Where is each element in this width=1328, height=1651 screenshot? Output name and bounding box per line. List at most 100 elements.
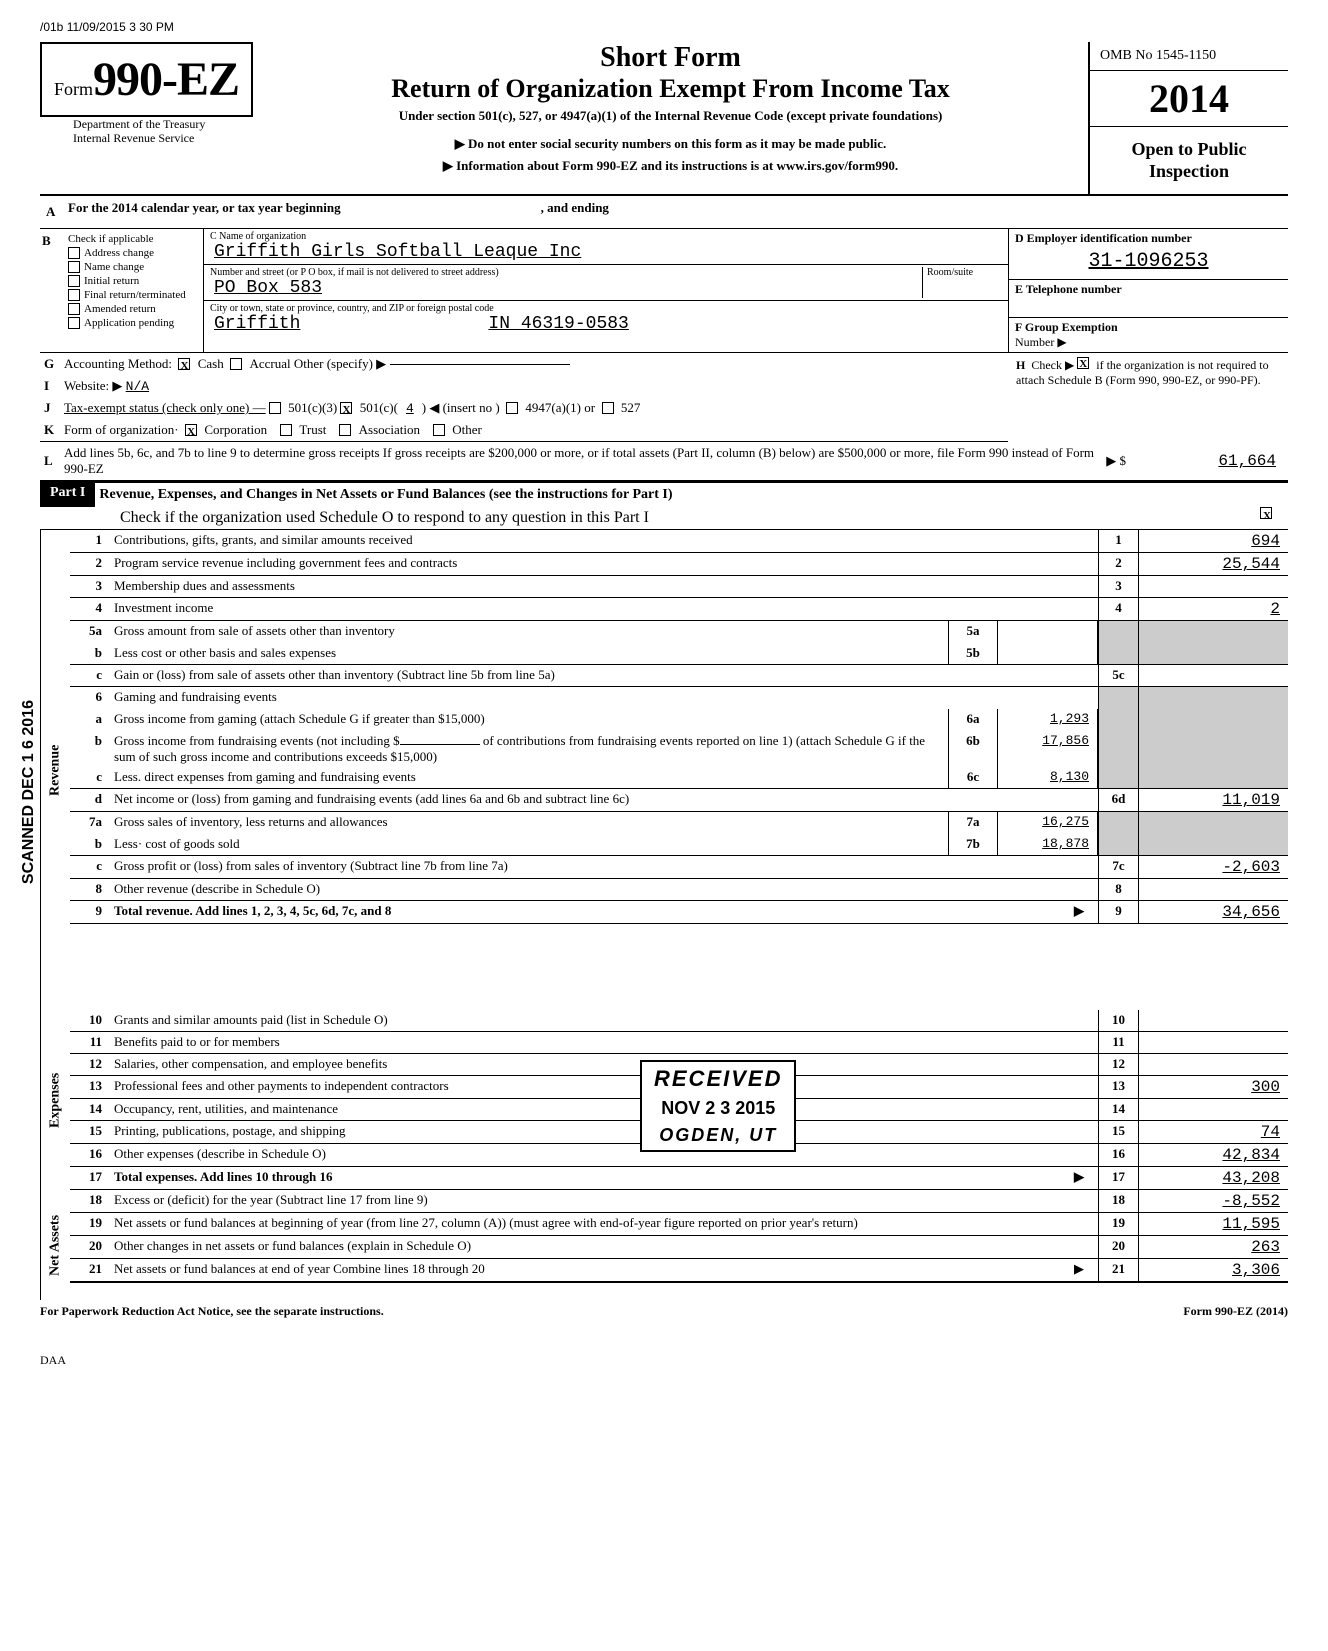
line-6b-desc: Gross income from fundraising events (no… [114, 733, 400, 748]
checkbox-amended[interactable] [68, 303, 80, 315]
line-7b-mid: 18,878 [998, 834, 1098, 855]
opt-4947: 4947(a)(1) or [525, 400, 595, 416]
line-5b-desc: Less cost or other basis and sales expen… [110, 643, 948, 664]
checkbox-527[interactable] [602, 402, 614, 414]
part-1-title: Revenue, Expenses, and Changes in Net As… [95, 483, 1288, 507]
line-6d-desc: Net income or (loss) from gaming and fun… [110, 789, 1098, 811]
part-1-header: Part I [40, 483, 95, 507]
section-j-label: Tax-exempt status (check only one) — [64, 400, 266, 416]
checkbox-address-change[interactable] [68, 247, 80, 259]
line-15-val: 74 [1138, 1121, 1288, 1143]
checkbox-trust[interactable] [280, 424, 292, 436]
section-f-label: F Group Exemption [1015, 320, 1282, 335]
opt-initial-return: Initial return [84, 275, 139, 287]
checkbox-pending[interactable] [68, 317, 80, 329]
opt-501c: 501(c)( [360, 400, 398, 416]
org-name: Griffith Girls Softball Leaque Inc [210, 242, 1002, 262]
opt-assoc: Association [359, 422, 420, 438]
checkbox-schedule-o[interactable] [1260, 507, 1272, 519]
checkbox-initial-return[interactable] [68, 275, 80, 287]
line-9-desc: Total revenue. Add lines 1, 2, 3, 4, 5c,… [114, 903, 391, 918]
address-label: Number and street (or P O box, if mail i… [210, 267, 922, 278]
opt-corp: Corporation [204, 422, 267, 438]
room-label: Room/suite [927, 267, 1002, 278]
short-form-title: Short Form [273, 42, 1068, 74]
section-c-label: C Name of organization [210, 231, 1002, 242]
section-d-label: D Employer identification number [1015, 231, 1282, 246]
line-3-desc: Membership dues and assessments [110, 576, 1098, 597]
line-8-val [1138, 879, 1288, 900]
line-4-val: 2 [1138, 598, 1288, 620]
form-prefix: Form [54, 79, 93, 100]
org-info-grid: B Check if applicable Address change Nam… [40, 229, 1288, 353]
check-if-applicable: Check if applicable [68, 233, 199, 245]
line-7c-val: -2,603 [1138, 856, 1288, 878]
scanned-stamp: SCANNED DEC 1 6 2016 [20, 700, 38, 884]
checkbox-assoc[interactable] [339, 424, 351, 436]
received-date: NOV 2 3 2015 [654, 1098, 782, 1119]
section-e-label: E Telephone number [1015, 282, 1282, 297]
line-14-desc: Occupancy, rent, utilities, and maintena… [110, 1099, 1098, 1120]
opt-name-change: Name change [84, 261, 144, 273]
line-18-desc: Excess or (deficit) for the year (Subtra… [110, 1190, 1098, 1212]
checkbox-final-return[interactable] [68, 289, 80, 301]
cash-label: Cash [198, 356, 224, 372]
checkbox-schedule-b[interactable] [1077, 357, 1089, 369]
omb-number: OMB No 1545-1150 [1090, 42, 1288, 71]
checkbox-501c[interactable] [340, 402, 352, 414]
checkbox-other[interactable] [433, 424, 445, 436]
ein-value: 31-1096253 [1015, 246, 1282, 277]
line-6c-desc: Less. direct expenses from gaming and fu… [110, 767, 948, 788]
dept-line1: Department of the Treasury [73, 117, 253, 131]
line-5a-desc: Gross amount from sale of assets other t… [110, 621, 948, 643]
section-a: A For the 2014 calendar year, or tax yea… [40, 196, 1288, 229]
line-10-desc: Grants and similar amounts paid (list in… [110, 1010, 1098, 1031]
line-17-desc: Total expenses. Add lines 10 through 16 [114, 1169, 333, 1184]
revenue-table: Revenue 1Contributions, gifts, grants, a… [40, 530, 1288, 1300]
line-13-desc: Professional fees and other payments to … [110, 1076, 1098, 1098]
dept-line2: Internal Revenue Service [73, 131, 253, 145]
checkbox-cash[interactable] [178, 358, 190, 370]
opt-527: 527 [621, 400, 641, 416]
line-1-desc: Contributions, gifts, grants, and simila… [110, 530, 1098, 552]
line-6d-val: 11,019 [1138, 789, 1288, 811]
form-number-box: Form 990-EZ [40, 42, 253, 117]
section-i-label: Website: ▶ [64, 378, 122, 394]
part-1-check-line: Check if the organization used Schedule … [70, 507, 1248, 529]
checkbox-name-change[interactable] [68, 261, 80, 273]
accrual-label: Accrual Other (specify) ▶ [249, 356, 386, 372]
opt-address-change: Address change [84, 247, 154, 259]
line-13-val: 300 [1138, 1076, 1288, 1098]
line-19-val: 11,595 [1138, 1213, 1288, 1235]
line-17-val: 43,208 [1138, 1167, 1288, 1189]
line-20-desc: Other changes in net assets or fund bala… [110, 1236, 1098, 1258]
section-a-text: For the 2014 calendar year, or tax year … [68, 200, 341, 224]
line-12-val [1138, 1054, 1288, 1075]
line-6b-mid: 17,856 [998, 731, 1098, 767]
insert-text: ) ◀ (insert no ) [422, 400, 500, 416]
under-section: Under section 501(c), 527, or 4947(a)(1)… [273, 108, 1068, 124]
checkbox-accrual[interactable] [230, 358, 242, 370]
section-a-ending: , and ending [541, 200, 609, 224]
line-16-val: 42,834 [1138, 1144, 1288, 1166]
line-18-val: -8,552 [1138, 1190, 1288, 1212]
line-5c-desc: Gain or (loss) from sale of assets other… [110, 665, 1098, 686]
line-10-val [1138, 1010, 1288, 1031]
tax-year: 2014 [1090, 71, 1288, 127]
print-timestamp: /01b 11/09/2015 3 30 PM [40, 20, 1288, 34]
section-l: L Add lines 5b, 6c, and 7b to line 9 to … [40, 442, 1288, 482]
opt-other: Other [452, 422, 482, 438]
checkbox-4947[interactable] [506, 402, 518, 414]
received-title: RECEIVED [654, 1066, 782, 1092]
received-location: OGDEN, UT [654, 1125, 782, 1146]
org-city: Griffith [210, 314, 300, 334]
section-k-label: Form of organization· [64, 422, 179, 438]
line-11-val [1138, 1032, 1288, 1053]
form-number: 990-EZ [93, 52, 239, 107]
checkbox-corp[interactable] [185, 424, 197, 436]
section-h-check: Check ▶ [1031, 358, 1074, 372]
line-15-desc: Printing, publications, postage, and shi… [110, 1121, 1098, 1143]
return-title: Return of Organization Exempt From Incom… [273, 74, 1068, 104]
checkbox-501c3[interactable] [269, 402, 281, 414]
line-7b-desc: Less· cost of goods sold [110, 834, 948, 855]
